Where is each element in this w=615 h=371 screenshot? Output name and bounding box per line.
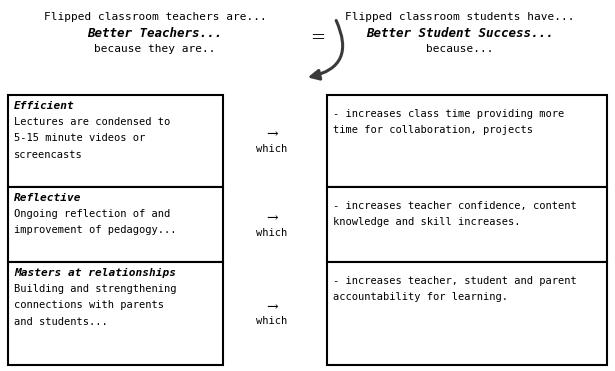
Text: Lectures are condensed to
5-15 minute videos or
screencasts: Lectures are condensed to 5-15 minute vi… (14, 117, 170, 160)
Text: Flipped classroom teachers are...: Flipped classroom teachers are... (44, 12, 266, 22)
Text: which: which (256, 316, 288, 326)
Text: - increases teacher confidence, content
knowledge and skill increases.: - increases teacher confidence, content … (333, 201, 577, 227)
Text: which: which (256, 144, 288, 154)
Bar (327, 262, 607, 365)
Text: →: → (266, 210, 278, 224)
Bar (8, 95, 223, 187)
Text: Efficient: Efficient (14, 101, 75, 111)
Text: Flipped classroom students have...: Flipped classroom students have... (345, 12, 575, 22)
Text: Better Teachers...: Better Teachers... (87, 27, 223, 40)
Text: Ongoing reflection of and
improvement of pedagogy...: Ongoing reflection of and improvement of… (14, 209, 177, 236)
Text: →: → (266, 299, 278, 313)
Text: - increases class time providing more
time for collaboration, projects: - increases class time providing more ti… (333, 109, 564, 135)
Text: because they are..: because they are.. (94, 44, 216, 54)
Bar (8, 187, 223, 262)
Text: Better Student Success...: Better Student Success... (367, 27, 554, 40)
Bar (327, 95, 607, 187)
Text: - increases teacher, student and parent
accountability for learning.: - increases teacher, student and parent … (333, 276, 577, 302)
Text: Masters at relationships: Masters at relationships (14, 268, 176, 278)
Text: →: → (266, 127, 278, 141)
Text: Building and strengthening
connections with parents
and students...: Building and strengthening connections w… (14, 284, 177, 327)
Bar (8, 262, 223, 365)
Text: which: which (256, 227, 288, 237)
Text: Reflective: Reflective (14, 193, 82, 203)
Text: =: = (311, 29, 325, 47)
Bar (327, 187, 607, 262)
Text: because...: because... (426, 44, 494, 54)
